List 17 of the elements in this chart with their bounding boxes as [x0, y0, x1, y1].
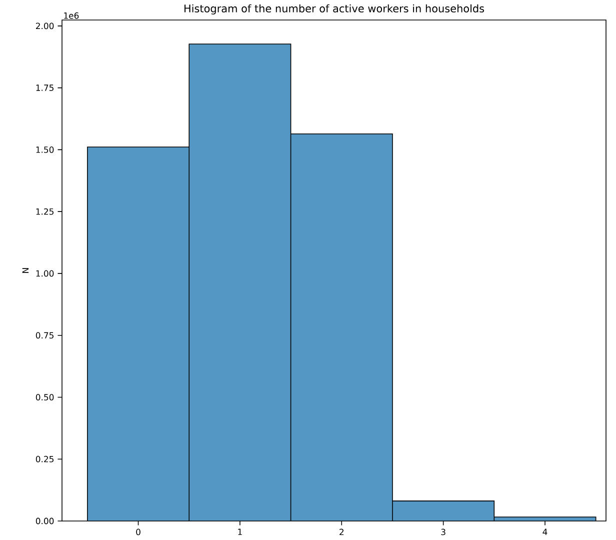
- y-tick-label: 0.75: [36, 332, 54, 339]
- y-axis-title: N: [22, 268, 29, 273]
- x-tick-label: 0: [136, 528, 140, 536]
- x-tick-label: 4: [542, 528, 548, 535]
- y-tick-label: 0.25: [36, 456, 54, 462]
- y-tick-label: 1.00: [36, 270, 54, 277]
- y-tick-label: 0.50: [36, 394, 54, 400]
- y-tick-label: 0.00: [36, 518, 54, 524]
- text: 1e6: [64, 12, 79, 19]
- x-tick-label: 2: [340, 528, 344, 536]
- x-tick-label: 3: [441, 528, 446, 536]
- y-tick-label: 1.75: [36, 84, 54, 91]
- x-tick-label: 1: [238, 528, 242, 535]
- y-tick-label: 2.00: [36, 22, 54, 30]
- y-tick-label: 1.25: [36, 208, 54, 215]
- chart-title: Histogram of the number of active workers in households: [184, 4, 484, 14]
- y-tick-label: 1.50: [36, 146, 54, 153]
